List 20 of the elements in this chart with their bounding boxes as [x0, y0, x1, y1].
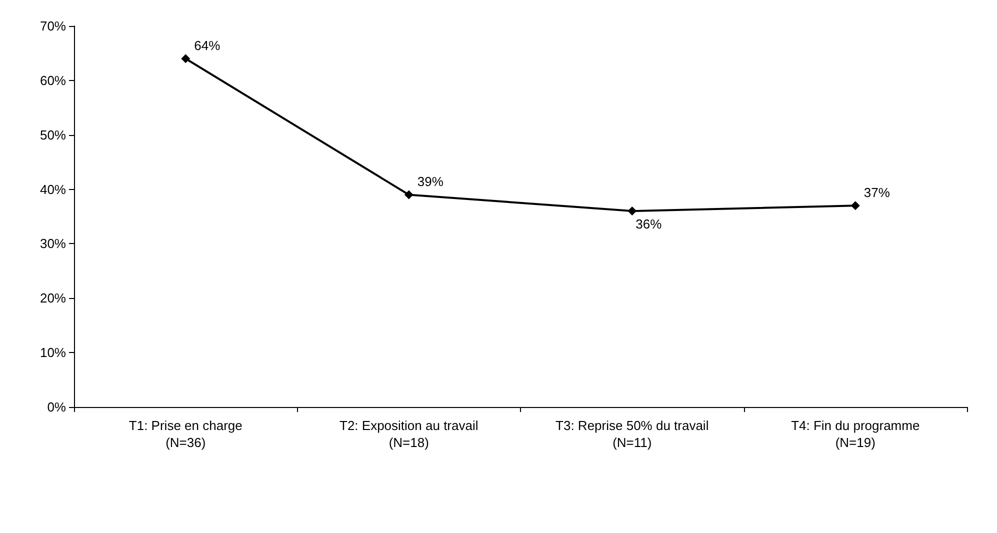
point — [404, 190, 414, 200]
point — [850, 201, 860, 210]
x-tick-label: T3: Reprise 50% du travail (N=11) — [556, 418, 709, 450]
data-label: 37% — [864, 185, 890, 200]
point — [181, 54, 190, 64]
x-tick-label: T4: Fin du programme (N=19) — [791, 418, 920, 450]
x-tick-label: T1: Prise en charge (N=36) — [128, 418, 242, 450]
y-tick-label: 0% — [47, 400, 66, 414]
y-tick-label: 50% — [40, 127, 66, 142]
point — [628, 206, 637, 216]
y-tick-label: 30% — [40, 236, 66, 252]
y-tick-label: 60% — [40, 72, 66, 88]
x-tick-label: T2: Exposition au travail (N=18) — [340, 418, 478, 450]
data-label: 64% — [194, 38, 221, 54]
data-label: 39% — [417, 174, 444, 190]
y-tick-label: 20% — [40, 290, 66, 306]
y-tick-label: 70% — [40, 18, 66, 34]
data-label: 36% — [636, 216, 662, 232]
y-tick-label: 10% — [40, 345, 66, 360]
y-tick-label: 40% — [40, 182, 66, 197]
